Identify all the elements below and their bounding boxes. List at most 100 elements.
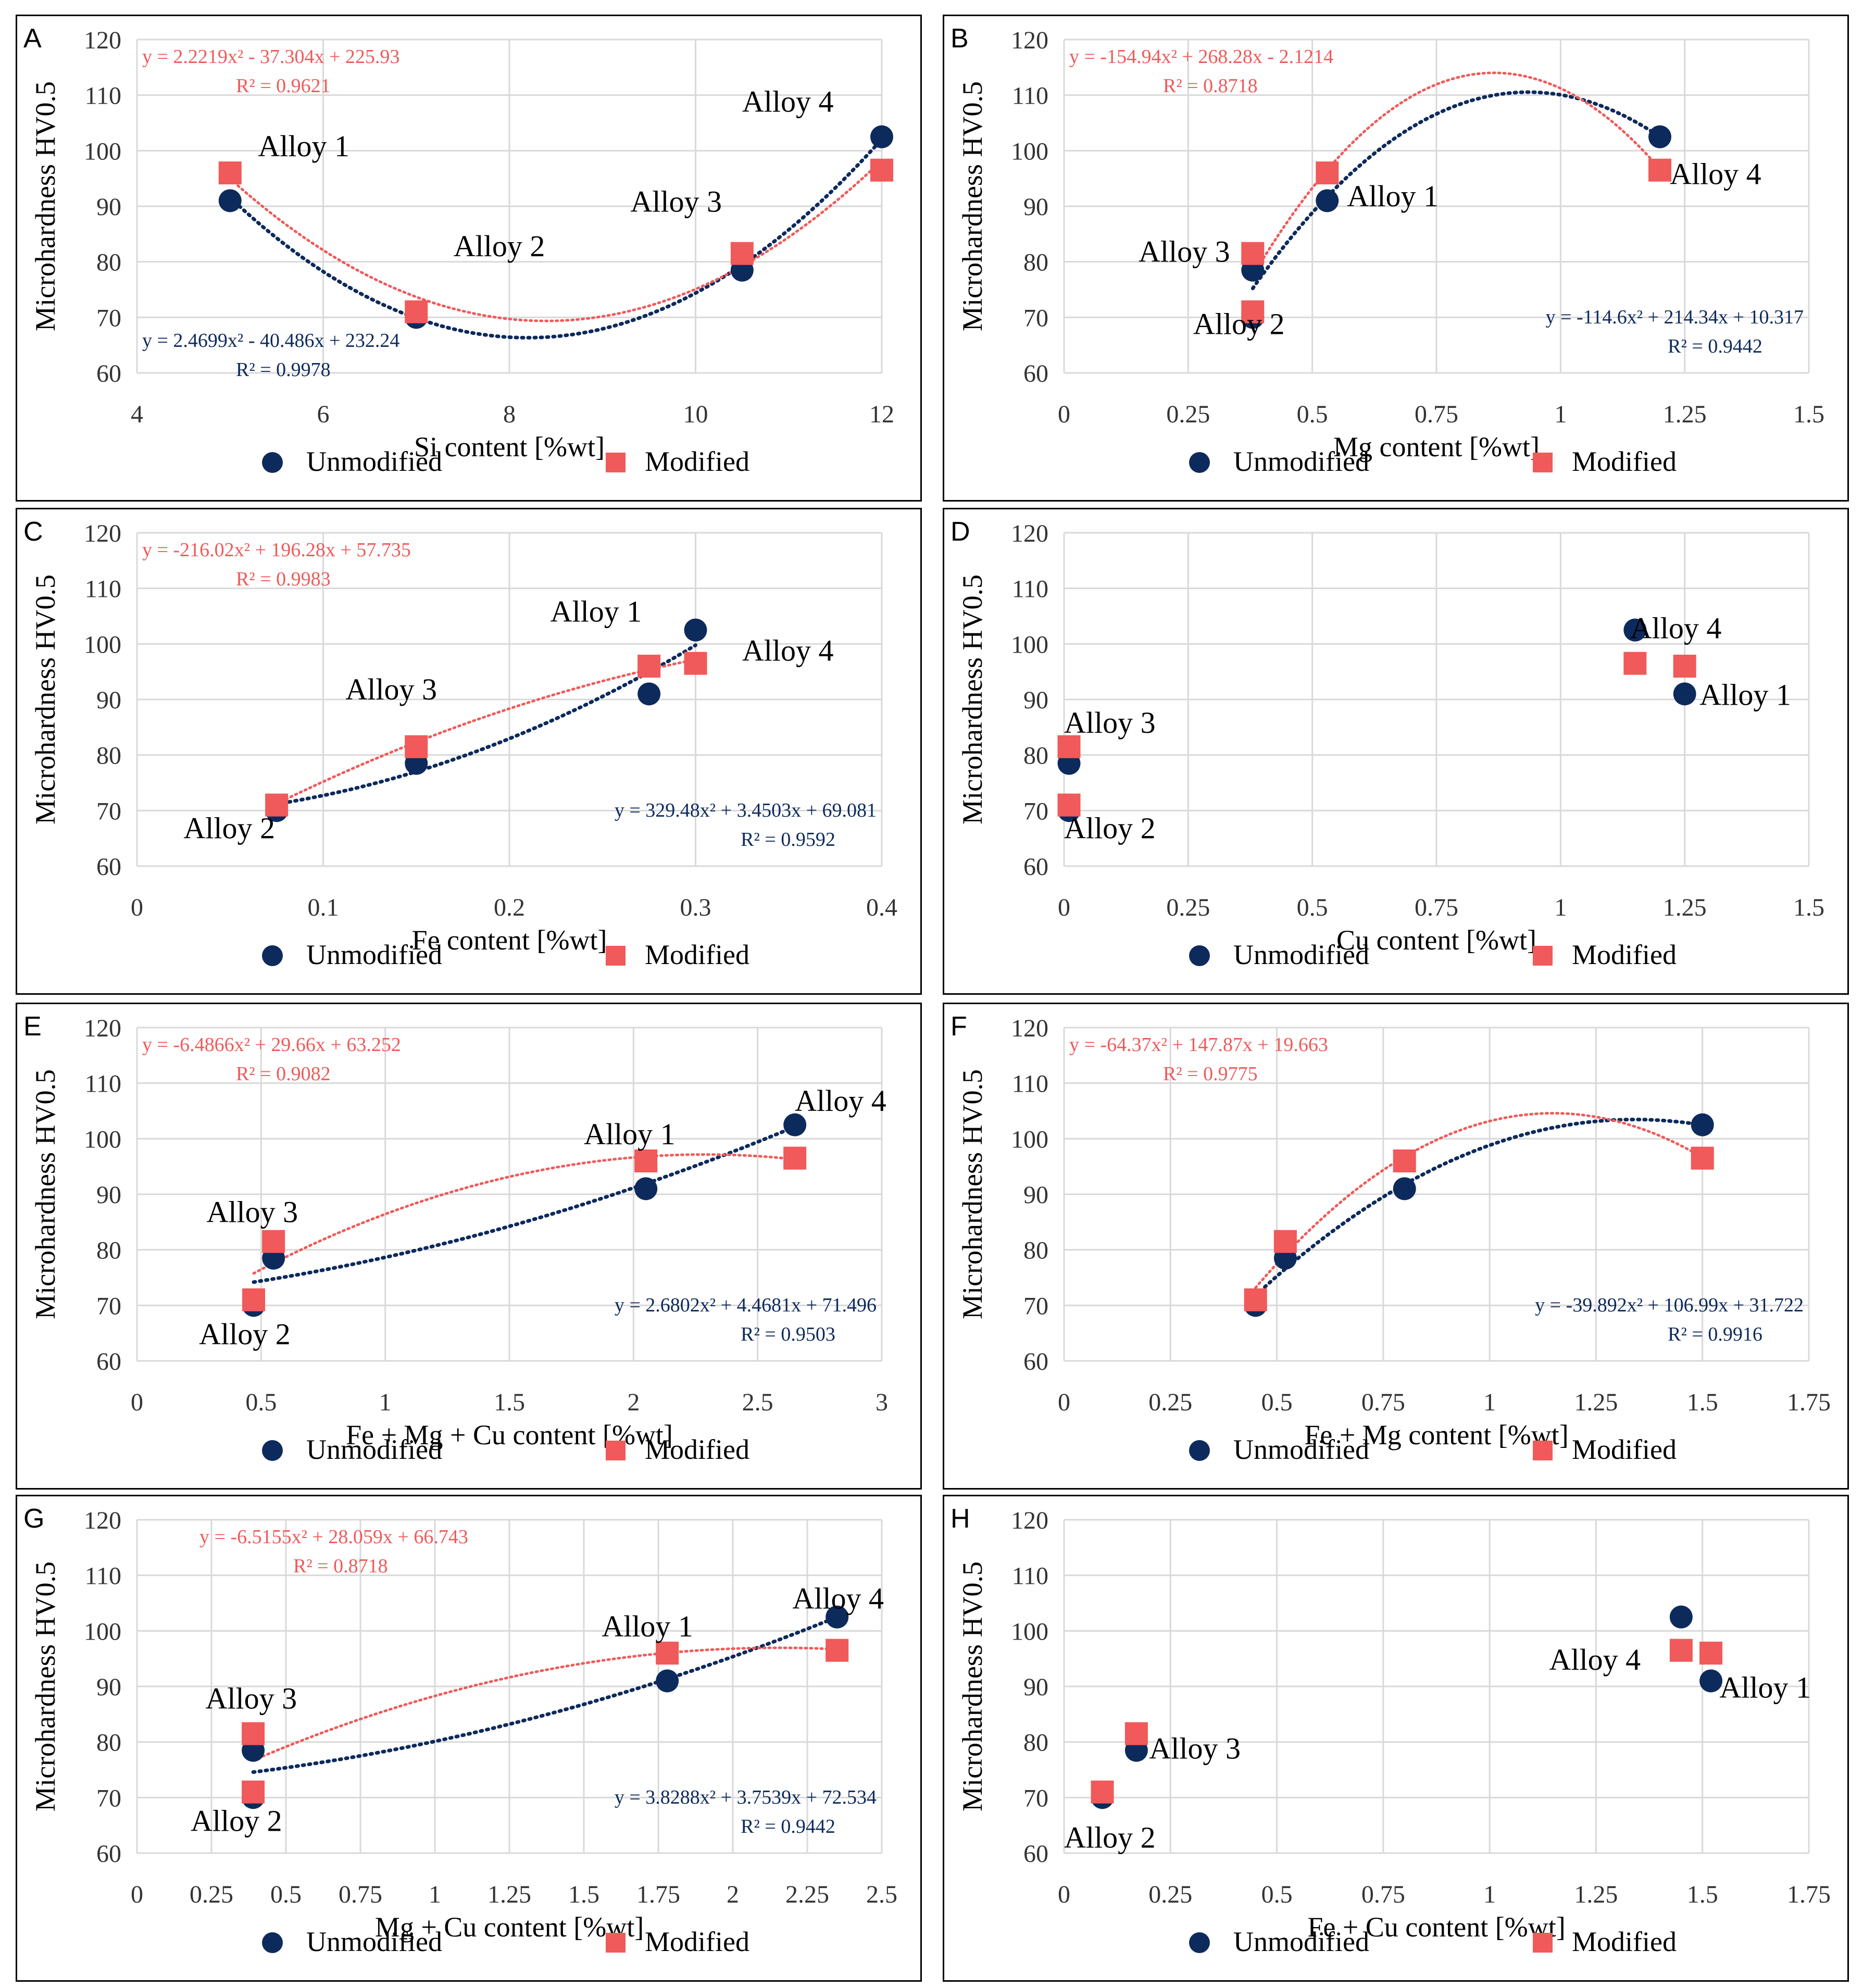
point-label: Alloy 4 (795, 1084, 886, 1118)
modified-trendline (252, 1153, 796, 1275)
chart-svg-f: F 60 70 80 90 100 110 120 0 0.25 0.5 0.75 1 1.25 1.5 1.… (951, 1011, 1831, 1465)
point-label: Alloy 3 (206, 1195, 298, 1229)
x-tick-label: 0 (131, 894, 143, 921)
legend-unmodified-label: Unmodified (306, 1926, 442, 1957)
y-axis-title: Microhardness HV0.5 (957, 81, 988, 331)
y-tick-label: 70 (1023, 1784, 1048, 1812)
x-tick-label: 0.5 (1261, 1389, 1293, 1416)
x-tick-label: 0.25 (1166, 401, 1210, 428)
chart-panel-b: B 60 70 80 90 100 110 120 0 0.25 0.5 0.75 1 1.25 1.5 Mg… (943, 15, 1849, 502)
y-tick-label: 60 (96, 853, 121, 881)
legend-modified-label: Modified (645, 1926, 749, 1957)
x-tick-label: 1 (1554, 894, 1567, 921)
y-tick-label: 60 (96, 1840, 121, 1868)
legend-unmodified-marker (262, 1440, 283, 1461)
legend-modified-label: Modified (1572, 1926, 1677, 1957)
y-tick-label: 80 (96, 1237, 121, 1265)
point-label: Alloy 1 (1347, 179, 1439, 213)
point-label: Alloy 2 (1193, 307, 1285, 341)
modified-point (656, 1642, 679, 1665)
modified-point (637, 655, 661, 678)
modified-point (265, 793, 289, 817)
legend-unmodified-marker (262, 452, 283, 473)
y-axis-title: Microhardness HV0.5 (30, 1561, 61, 1811)
x-tick-label: 1 (1554, 401, 1567, 428)
x-axis-title: Fe content [%wt] (412, 924, 607, 956)
chart-panel-e: E 60 70 80 90 100 110 120 0 0.5 1 1.5 2 2.5 3 Fe + Mg +… (16, 1003, 922, 1490)
x-axis-title: Fe + Cu content [%wt] (1307, 1911, 1565, 1943)
point-label: Alloy 1 (551, 595, 642, 629)
y-tick-label: 60 (1023, 1840, 1048, 1868)
modified-r2-value: R² = 0.9621 (236, 75, 331, 97)
point-label: Alloy 1 (1699, 678, 1791, 712)
x-tick-label: 0 (1058, 1881, 1070, 1908)
x-tick-label: 0.3 (680, 894, 711, 921)
unmodified-trendline (1251, 90, 1662, 291)
modified-point (1673, 655, 1696, 678)
y-tick-label: 100 (1011, 631, 1048, 658)
x-axis-title: Mg content [%wt] (1333, 431, 1540, 462)
x-tick-label: 0 (131, 1881, 143, 1908)
unmodified-point (1648, 125, 1671, 148)
unmodified-point (1673, 682, 1696, 706)
x-tick-label: 1 (379, 1389, 392, 1416)
y-tick-label: 90 (1023, 1673, 1048, 1701)
x-axis-title: Cu content [%wt] (1336, 924, 1536, 956)
y-tick-label: 80 (1023, 742, 1048, 770)
x-tick-label: 8 (503, 401, 516, 428)
modified-r2-value: R² = 0.9775 (1163, 1063, 1258, 1085)
unmodified-point (1393, 1177, 1416, 1201)
y-tick-label: 120 (1011, 1015, 1048, 1042)
point-label: Alloy 2 (191, 1804, 282, 1837)
modified-trendline (275, 658, 697, 805)
point-label: Alloy 3 (206, 1682, 297, 1716)
y-tick-label: 110 (1012, 82, 1048, 110)
legend-modified-marker (1533, 946, 1553, 966)
point-label: Alloy 1 (602, 1609, 693, 1643)
x-tick-label: 1 (1483, 1881, 1496, 1908)
y-tick-label: 110 (85, 82, 121, 110)
panel-label: F (951, 1011, 967, 1042)
y-tick-label: 100 (1011, 1126, 1048, 1153)
y-tick-label: 70 (1023, 797, 1048, 825)
unmodified-point (218, 189, 242, 212)
y-tick-label: 90 (96, 686, 121, 714)
point-label: Alloy 3 (1139, 235, 1230, 269)
modified-point (1316, 161, 1339, 184)
legend-unmodified-marker (262, 1932, 283, 1953)
y-tick-label: 70 (96, 1292, 121, 1320)
x-tick-label: 1.5 (494, 1389, 525, 1416)
modified-point (826, 1639, 849, 1662)
unmodified-point (826, 1605, 849, 1629)
y-tick-label: 80 (1023, 249, 1048, 277)
y-tick-label: 100 (84, 1126, 121, 1153)
legend-unmodified-label: Unmodified (1233, 939, 1369, 970)
unmodified-point (783, 1113, 807, 1136)
point-label: Alloy 1 (258, 129, 349, 163)
x-tick-label: 1 (429, 1881, 441, 1908)
modified-point (1699, 1642, 1723, 1665)
y-tick-label: 60 (1023, 1348, 1048, 1376)
point-label: Alloy 4 (1549, 1643, 1641, 1677)
unmodified-fit-equation: y = 329.48x² + 3.4503x + 69.081 (615, 799, 877, 821)
point-label: Alloy 4 (1630, 611, 1722, 645)
modified-r2-value: R² = 0.8718 (293, 1555, 388, 1577)
unmodified-r2-value: R² = 0.9916 (1668, 1323, 1762, 1345)
modified-point (1057, 735, 1081, 758)
chart-panel-d: D 60 70 80 90 100 110 120 0 0.25 0.5 0.75 1 1.25 1.5 Cu… (943, 508, 1849, 995)
x-tick-label: 0.25 (1166, 894, 1210, 921)
unmodified-r2-value: R² = 0.9442 (741, 1816, 835, 1837)
legend-unmodified-label: Unmodified (306, 1434, 442, 1465)
unmodified-fit-equation: y = 2.6802x² + 4.4681x + 71.496 (615, 1294, 877, 1316)
x-tick-label: 1.25 (1574, 1389, 1618, 1416)
chart-panel-g: G 60 70 80 90 100 110 120 0 0.25 0.5 0.75 1 1.25 1.5 1.… (16, 1495, 922, 1982)
y-tick-label: 90 (96, 193, 121, 221)
y-axis-title: Microhardness HV0.5 (30, 81, 61, 331)
unmodified-trendline (274, 643, 697, 806)
legend-modified-label: Modified (1572, 939, 1677, 970)
x-axis-title: Si content [%wt] (414, 431, 605, 462)
modified-r2-value: R² = 0.8718 (1163, 75, 1258, 97)
legend-modified-label: Modified (1572, 446, 1677, 477)
y-tick-label: 100 (84, 1618, 121, 1645)
